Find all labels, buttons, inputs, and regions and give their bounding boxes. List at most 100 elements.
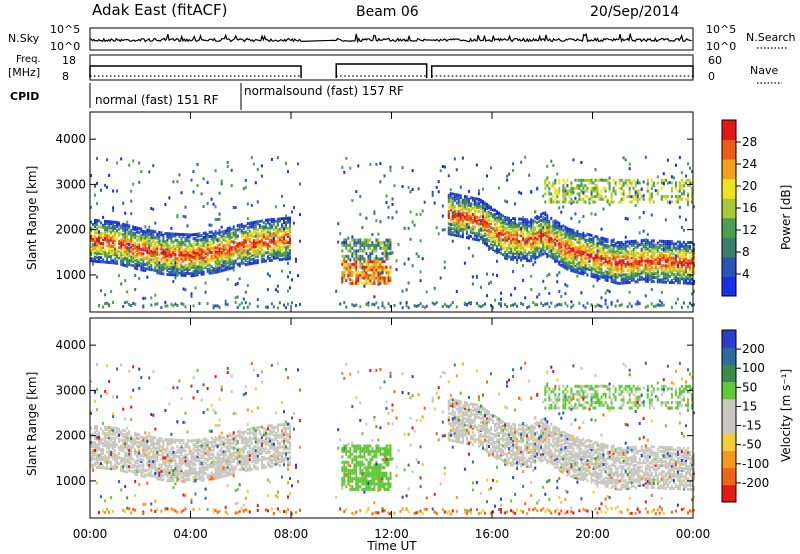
nave-label: Nave: [750, 64, 778, 77]
heatmap-cell: [502, 230, 505, 234]
heatmap-cell: [586, 263, 589, 267]
heatmap-cell: [276, 227, 279, 231]
heatmap-cell: [465, 213, 468, 217]
heatmap-cell: [512, 231, 515, 235]
heatmap-cell: [114, 257, 117, 261]
heatmap-cell: [132, 301, 135, 305]
heatmap-cell: [407, 306, 410, 310]
heatmap-cell: [168, 264, 171, 268]
heatmap-cell: [106, 301, 109, 305]
heatmap-cell: [210, 236, 213, 240]
heatmap-cell: [287, 228, 289, 232]
heatmap-cell: [486, 221, 488, 225]
heatmap-cell: [100, 188, 102, 192]
heatmap-cell: [204, 237, 207, 241]
heatmap-cell: [482, 222, 484, 226]
heatmap-cell: [538, 244, 541, 248]
heatmap-cell: [359, 243, 362, 247]
heatmap-cell: [361, 281, 364, 285]
heatmap-cell: [208, 249, 211, 253]
nsearch-tick-bottom: 10^0: [706, 40, 736, 53]
heatmap-cell: [96, 247, 98, 251]
heatmap-cell: [465, 207, 468, 211]
heatmap-cell: [212, 240, 215, 244]
heatmap-cell: [148, 265, 151, 269]
heatmap-cell: [660, 195, 663, 199]
heatmap-cell: [431, 193, 434, 197]
heatmap-cell: [92, 262, 94, 266]
heatmap-cell: [242, 187, 245, 191]
heatmap-cell: [562, 261, 565, 265]
heatmap-cell: [520, 252, 523, 256]
heatmap-cell: [180, 245, 183, 249]
heatmap-cell: [498, 213, 500, 217]
heatmap-cell: [624, 273, 627, 277]
heatmap-cell: [234, 234, 237, 238]
heatmap-cell: [132, 159, 135, 163]
heatmap-cell: [514, 249, 517, 253]
heatmap-cell: [590, 189, 593, 193]
heatmap-cell: [672, 266, 675, 270]
heatmap-cell: [162, 241, 165, 245]
heatmap-cell: [287, 233, 289, 236]
heatmap-cell: [484, 217, 486, 221]
heatmap-cell: [516, 233, 519, 237]
heatmap-cell: [556, 257, 559, 261]
heatmap-cell: [182, 214, 185, 218]
heatmap-cell: [459, 214, 462, 218]
heatmap-cell: [278, 250, 281, 253]
heatmap-cell: [180, 302, 183, 306]
heatmap-cell: [542, 215, 545, 219]
heatmap-cell: [622, 181, 625, 185]
heatmap-cell: [618, 241, 621, 245]
heatmap-cell: [234, 296, 237, 300]
heatmap-cell: [192, 190, 195, 194]
heatmap-cell: [385, 276, 388, 280]
heatmap-cell: [160, 247, 163, 251]
heatmap-cell: [114, 253, 117, 257]
heatmap-cell: [234, 232, 237, 236]
heatmap-cell: [160, 251, 163, 255]
heatmap-cell: [146, 236, 149, 240]
heatmap-cell: [562, 253, 565, 256]
heatmap-cell: [258, 226, 261, 229]
heatmap-cell: [220, 259, 223, 263]
heatmap-cell: [281, 245, 283, 249]
heatmap-cell: [367, 301, 370, 305]
heatmap-cell: [345, 156, 348, 160]
heatmap-cell: [598, 268, 601, 272]
heatmap-cell: [172, 232, 175, 236]
heatmap-cell: [580, 255, 583, 259]
heatmap-cell: [475, 163, 478, 167]
heatmap-cell: [138, 231, 141, 235]
heatmap-cell: [576, 268, 579, 272]
heatmap-cell: [568, 227, 571, 231]
heatmap-cell: [558, 226, 561, 229]
heatmap-cell: [208, 257, 211, 261]
heatmap-cell: [202, 270, 205, 274]
heatmap-cell: [299, 182, 301, 186]
heatmap-cell: [120, 252, 123, 256]
heatmap-cell: [467, 210, 470, 214]
heatmap-cell: [486, 223, 488, 227]
heatmap-cell: [570, 186, 573, 190]
heatmap-cell: [646, 275, 649, 279]
heatmap-cell: [634, 192, 637, 196]
heatmap-cell: [254, 253, 257, 257]
heatmap-cell: [170, 236, 173, 240]
heatmap-cell: [349, 241, 352, 245]
heatmap-cell: [94, 437, 96, 441]
heatmap-cell: [194, 263, 197, 267]
heatmap-cell: [232, 253, 235, 257]
heatmap-cell: [666, 240, 669, 243]
heatmap-cell: [389, 279, 392, 283]
heatmap-cell: [122, 241, 125, 245]
heatmap-cell: [130, 255, 133, 259]
heatmap-cell: [538, 232, 541, 236]
heatmap-cell: [654, 251, 657, 255]
heatmap-cell: [174, 249, 177, 252]
heatmap-cell: [668, 266, 671, 270]
heatmap-cell: [281, 223, 283, 227]
heatmap-cell: [174, 234, 177, 238]
heatmap-cell: [216, 256, 219, 260]
